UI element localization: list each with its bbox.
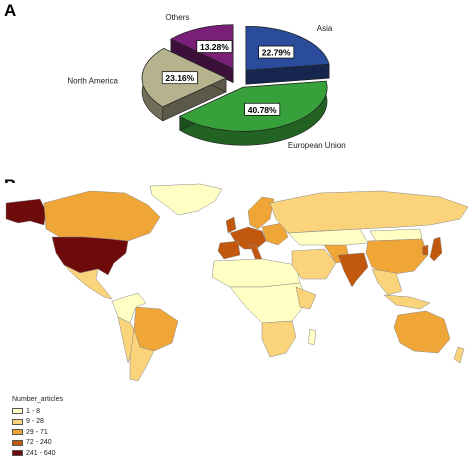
legend-item: 72 - 240 [12,438,63,449]
region-japan [429,236,443,262]
legend-swatch [12,450,23,457]
region-central-africa [229,282,309,324]
legend-item: 29 - 71 [12,427,63,438]
legend-label: 241 - 640 [26,449,56,457]
region-china [365,238,429,276]
data-label: 13.28% [200,42,229,52]
legend-item: 241 - 640 [12,448,63,459]
legend-item: 1 - 8 [12,406,63,417]
panel-label-a: A [4,1,17,20]
map-legend: Number_articles 1 - 8 9 - 28 29 - 71 72 … [12,396,63,459]
region-southern-africa [261,320,297,358]
region-east-africa [295,286,317,310]
region-central-asia [287,228,369,246]
region-canada [43,190,161,242]
legend-swatch [12,408,23,415]
region-southeast-asia [371,268,403,296]
region-alaska [5,198,47,226]
region-india [337,252,369,288]
legend-title: Number_articles [12,396,63,403]
category-label: Others [165,13,189,22]
region-uk [225,216,237,234]
data-label-box [196,40,233,53]
legend-label: 1 - 8 [26,407,41,415]
region-korea [421,244,429,256]
region-usa [51,236,129,276]
region-indonesia [383,294,431,310]
data-label-box [244,102,281,116]
region-scandinavia [247,196,275,230]
region-australia [393,310,451,354]
region-greenland [149,183,223,216]
category-label: Asia [317,24,333,33]
legend-label: 72 - 240 [26,439,52,447]
region-north-africa [211,258,301,288]
data-label-box [161,71,198,85]
legend-item: 9 - 28 [12,417,63,428]
world-map [0,183,472,383]
region-south-america-south [129,328,155,382]
legend-swatch [12,429,23,436]
data-label-box [258,45,295,59]
data-label: 22.79% [262,48,291,58]
data-label: 23.16% [165,73,194,83]
region-iberia [217,240,241,260]
data-label: 40.78% [248,105,277,115]
pie-chart: 22.79% Asia 40.78% European Union 23.16% Nort… [67,13,346,150]
category-label: North America [67,76,118,85]
region-new-zealand [453,346,465,364]
region-mexico [63,264,113,300]
region-eastern-europe [261,222,289,246]
legend-label: 29 - 71 [26,428,48,436]
legend-swatch [12,439,23,446]
legend-label: 9 - 28 [26,418,44,426]
category-label: European Union [288,141,346,150]
region-madagascar [307,328,317,346]
region-middle-east [291,248,337,280]
legend-swatch [12,418,23,425]
